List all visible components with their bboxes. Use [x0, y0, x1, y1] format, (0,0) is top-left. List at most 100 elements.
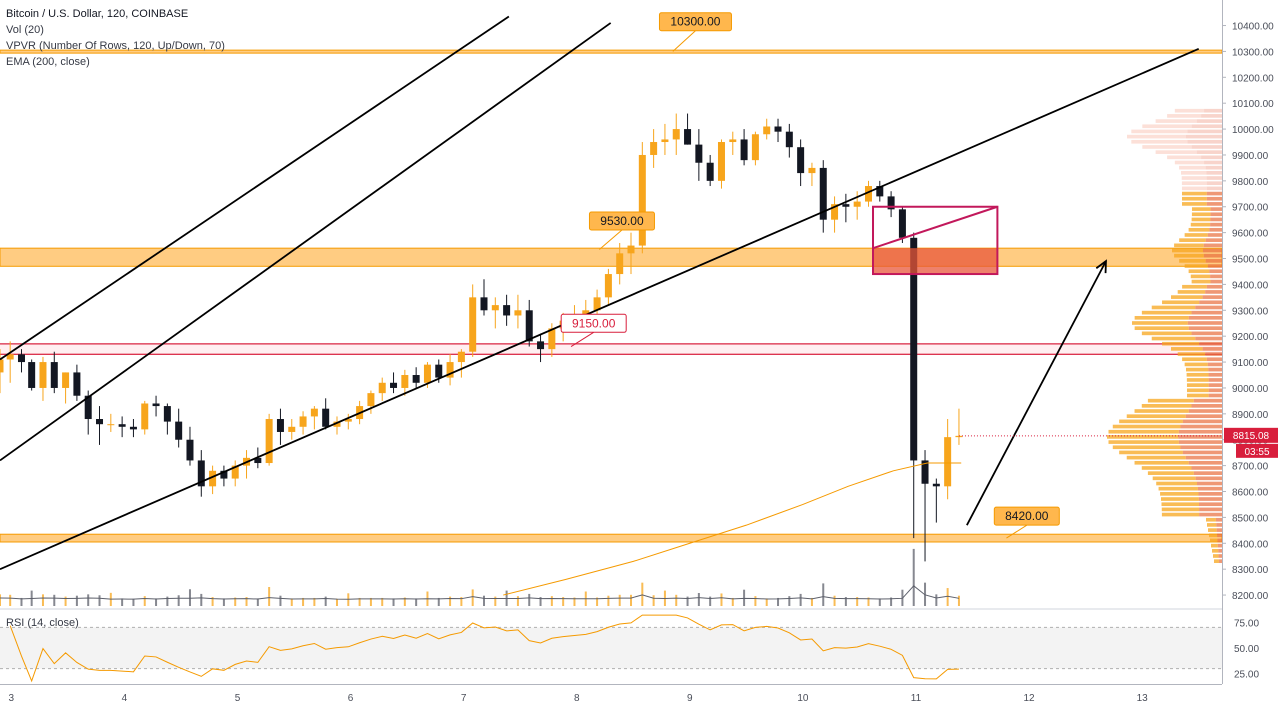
label-10300-leader [672, 30, 696, 52]
candle-body [582, 310, 590, 316]
candle-body [853, 201, 861, 207]
vpvr-row-up [1141, 331, 1192, 336]
time-tick-label: 5 [235, 693, 241, 704]
candle-body [435, 364, 443, 378]
vpvr-row-up [1174, 253, 1204, 258]
vpvr-row-down [1205, 290, 1222, 294]
vpvr-row-up [1107, 435, 1179, 439]
vpvr-row-down [1188, 326, 1222, 331]
candle-body [729, 139, 737, 143]
time-tick-label: 12 [1024, 693, 1036, 704]
candle-body [186, 439, 194, 461]
vpvr-row-down [1207, 264, 1222, 268]
projection-arrow-line [966, 260, 1107, 526]
volume-bar [177, 595, 180, 606]
candle-body [684, 129, 692, 145]
vpvr-row-down [1204, 108, 1222, 113]
vpvr-row-down [1204, 160, 1222, 165]
vpvr-row-up [1191, 217, 1211, 222]
vpvr-row-down [1206, 181, 1222, 186]
vpvr-row-down [1198, 497, 1222, 501]
vpvr-row-up [1160, 497, 1199, 501]
candle-body [717, 142, 725, 181]
volume-bar [856, 597, 859, 606]
countdown-text: 03:55 [1244, 447, 1269, 458]
volume-bar [222, 598, 225, 606]
vpvr-row-down [1199, 507, 1222, 512]
candle-body [944, 437, 952, 487]
volume-bar [483, 595, 485, 606]
time-tick-label: 7 [461, 693, 467, 704]
volume-bar [132, 598, 135, 606]
candle-body [265, 419, 273, 464]
candle-body [672, 129, 680, 140]
candle-body [548, 328, 556, 350]
volume-bar [335, 598, 338, 606]
price-tick-label: 8700.00 [1232, 462, 1269, 473]
price-tick-label: 9200.00 [1232, 332, 1269, 343]
price-tick-label: 10300.00 [1232, 47, 1274, 58]
volume-bar [392, 598, 395, 606]
vpvr-row-up [1161, 512, 1200, 517]
vpvr-row-up [1160, 492, 1199, 496]
label-9530-text: 9530.00 [600, 214, 644, 228]
vpvr-row-up [1174, 108, 1205, 113]
candle-body [163, 406, 171, 422]
vpvr-row-up [1151, 336, 1196, 341]
volume-bar [290, 598, 293, 606]
vpvr-row-up [1188, 269, 1210, 274]
vpvr-row-down [1210, 279, 1222, 284]
volume-bar [234, 597, 237, 606]
volume-bar [539, 597, 542, 606]
candle-body [28, 362, 36, 388]
vpvr-row-down [1203, 248, 1222, 253]
candle-body [322, 408, 330, 427]
vpvr-row-up [1177, 352, 1206, 356]
vpvr-row-down [1208, 372, 1222, 377]
vpvr-row-up [1155, 150, 1197, 154]
chart-legend: Bitcoin / U.S. Dollar, 120, COINBASE Vol… [6, 6, 225, 70]
vpvr-row-up [1134, 409, 1189, 413]
vpvr-row-down [1196, 481, 1222, 486]
vpvr-row-down [1201, 155, 1222, 160]
vpvr-row-down [1199, 502, 1222, 507]
vpvr-row-up [1132, 321, 1188, 325]
rsi-tick-label: 75.00 [1234, 618, 1259, 629]
vpvr-row-up [1179, 238, 1206, 242]
breakdown-zone-box [872, 205, 999, 276]
candle-body [446, 362, 454, 378]
vpvr-row-up [1134, 460, 1189, 465]
candle-body [921, 460, 929, 484]
candle-body [864, 186, 872, 202]
vpvr-row-up [1162, 341, 1200, 346]
volume-bar [720, 593, 723, 606]
vpvr-row-up [1119, 419, 1183, 424]
vpvr-row-down [1188, 315, 1222, 320]
candle-body [910, 237, 918, 461]
vpvr-row-up [1108, 440, 1179, 444]
vpvr-row-up [1142, 145, 1192, 149]
vpvr-row-up [1161, 507, 1200, 512]
volume-bar [0, 594, 1, 606]
channel-line [0, 22, 612, 462]
vpvr-row-up [1190, 222, 1211, 227]
candle-body [50, 362, 58, 388]
candle-body [638, 154, 646, 246]
vpvr-row-up [1134, 326, 1189, 331]
time-tick-label: 9 [687, 693, 693, 704]
volume-bar [279, 595, 282, 606]
volume-bar [87, 594, 90, 606]
price-tick-label: 10400.00 [1232, 22, 1274, 33]
vpvr-row-down [1196, 119, 1222, 123]
candle-body [390, 382, 398, 388]
vpvr-row-up [1131, 139, 1188, 144]
vpvr-row-down [1193, 398, 1222, 403]
vpvr-row-up [1186, 372, 1209, 377]
candle-body [661, 139, 669, 143]
breakdown-zone-fill [873, 248, 998, 275]
candle-body [955, 435, 963, 438]
label-9150-text: 9150.00 [572, 316, 616, 330]
volume-bar [155, 598, 158, 606]
volume-bar [302, 597, 305, 606]
